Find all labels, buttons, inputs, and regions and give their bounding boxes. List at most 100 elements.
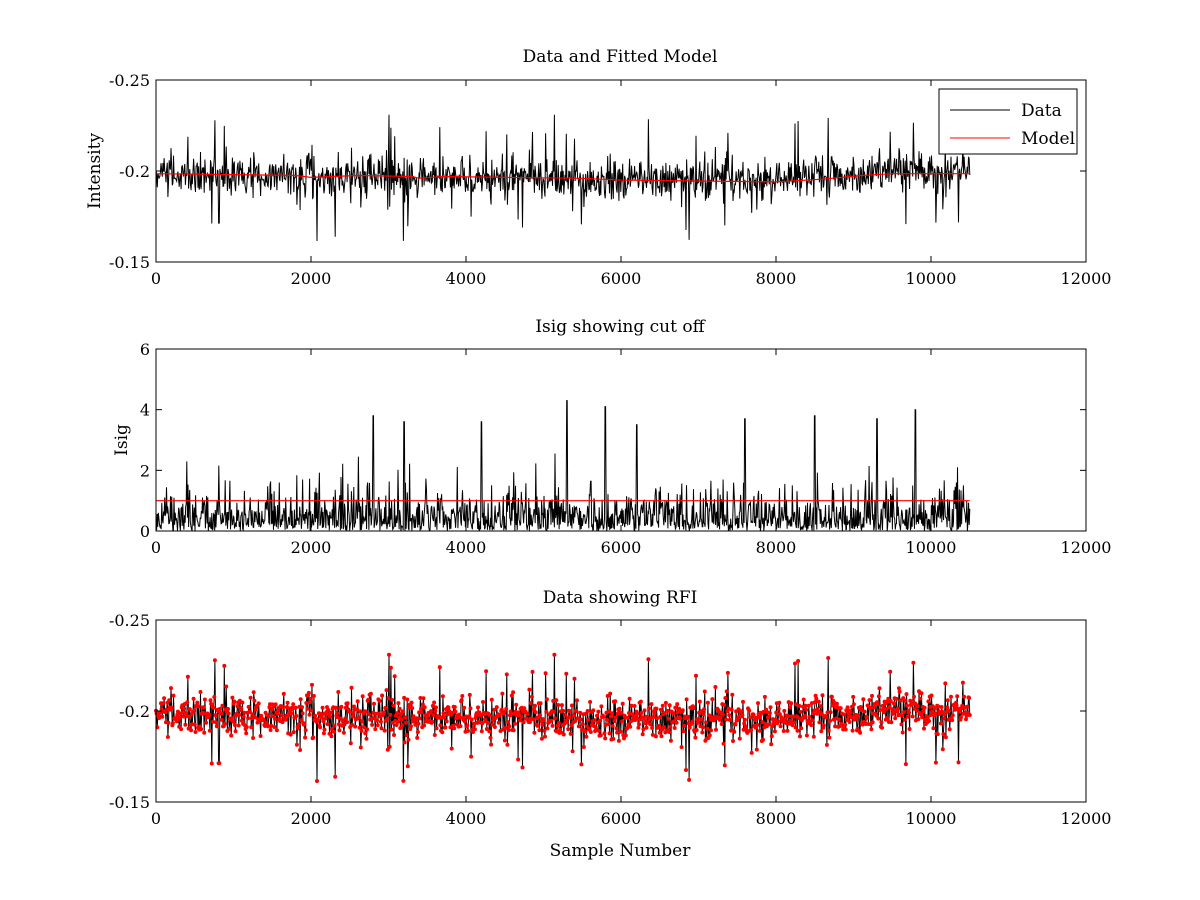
rfi-point [608,691,613,696]
rfi-point [756,701,760,706]
rfi-point [711,718,716,723]
rfi-point [355,707,360,712]
rfi-point [160,701,165,706]
rfi-point [281,691,286,696]
rfi-point [385,747,390,752]
rfi-point [955,694,960,699]
rfi-point [452,705,457,709]
rfi-point [415,730,420,734]
rfi-point [357,715,361,720]
rfi-point [723,696,728,700]
rfi-point [405,764,410,769]
x-tick-label: 8000 [756,538,797,557]
rfi-point [363,731,368,736]
rfi-point [187,707,192,712]
rfi-point [192,722,197,727]
rfi-point [696,720,701,725]
rfi-point [759,712,764,716]
x-tick-label: 4000 [446,269,487,288]
series-isig-line [155,400,971,533]
rfi-point [543,734,547,739]
rfi-point [803,714,807,719]
rfi-point [511,728,516,733]
rfi-point [561,732,566,737]
rfi-point [392,674,397,679]
rfi-point [652,711,657,716]
rfi-point [308,700,313,705]
rfi-point [350,714,355,719]
rfi-point [404,720,408,725]
rfi-point [298,748,303,752]
rfi-point [166,720,171,725]
rfi-point [618,729,623,734]
rfi-point [570,749,575,754]
rfi-point [233,729,238,734]
rfi-point [378,719,383,724]
rfi-point [875,702,880,707]
rfi-point [358,745,363,750]
rfi-point [224,684,229,689]
rfi-point [403,715,408,720]
rfi-point [402,740,407,745]
rfi-point [506,728,511,733]
rfi-point [878,708,883,713]
rfi-point [943,681,948,686]
rfi-point [375,718,380,723]
rfi-point [644,725,649,730]
rfi-point [406,737,411,742]
rfi-point [929,693,934,698]
rfi-point [757,715,762,720]
rfi-point [509,693,514,698]
rfi-point [214,724,219,729]
rfi-point [709,728,713,733]
rfi-point [298,697,303,702]
rfi-point [326,708,331,712]
rfi-point [440,694,445,699]
rfi-point [240,700,245,705]
rfi-point [494,705,499,710]
rfi-point [253,715,257,720]
rfi-point [867,698,872,703]
legend-label-data: Data [1021,101,1062,121]
rfi-point [551,698,556,703]
rfi-point [731,739,735,743]
rfi-point [193,730,198,734]
rfi-point [468,706,473,711]
rfi-point [895,709,900,714]
rfi-point [663,700,668,705]
rfi-point [620,719,625,724]
rfi-point [553,716,557,721]
chart-title: Isig showing cut off [535,317,706,337]
x-tick-label: 10000 [906,269,957,288]
rfi-point [722,702,727,707]
rfi-point [588,730,593,734]
rfi-point [311,694,316,698]
rfi-point [729,707,734,712]
rfi-point [585,709,590,713]
rfi-point [246,716,251,721]
rfi-point [208,698,213,703]
rfi-point [244,731,249,736]
rfi-point [804,707,809,712]
rfi-point [175,712,180,717]
rfi-point [318,725,323,730]
rfi-point [379,726,384,731]
rfi-point [217,761,222,766]
rfi-point [825,710,830,715]
rfi-point [419,710,424,715]
rfi-point [774,710,779,715]
rfi-point [657,730,662,735]
rfi-point [667,730,672,734]
rfi-point [950,718,955,723]
rfi-point [283,717,288,722]
rfi-point [502,710,507,714]
rfi-point [782,708,787,713]
rfi-point [586,717,591,722]
rfi-point [552,652,557,657]
y-axis-label: Isig [112,424,132,456]
rfi-point [742,717,747,722]
rfi-point [359,728,364,733]
rfi-point [252,698,257,703]
rfi-point [921,709,926,714]
rfi-point [575,698,579,703]
